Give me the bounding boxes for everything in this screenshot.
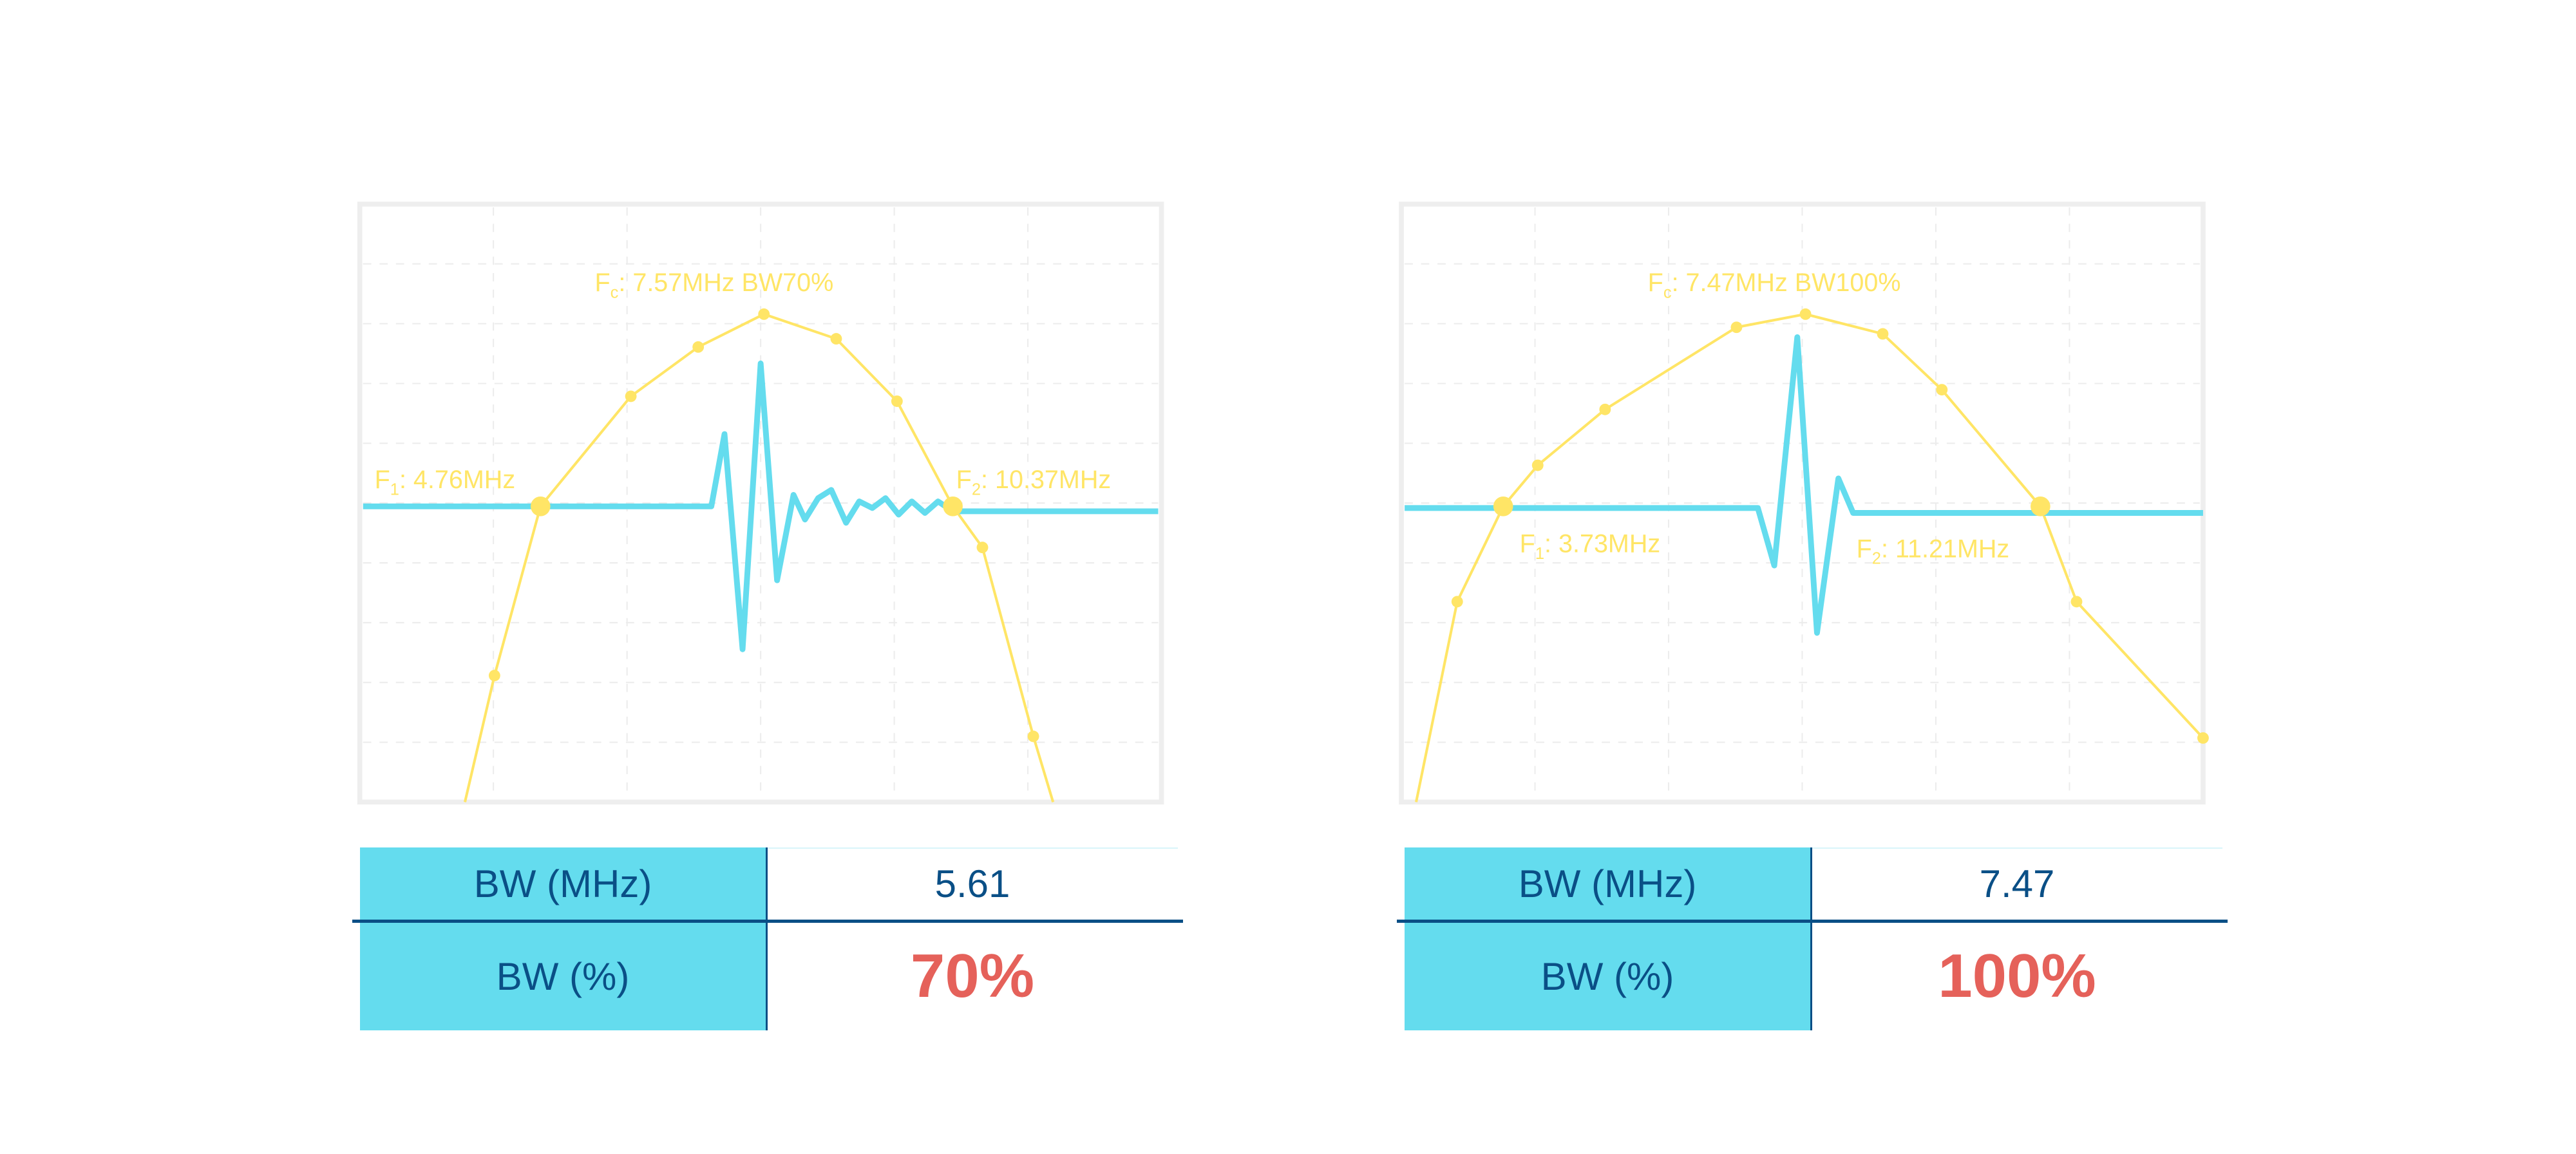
- bw-percent-label: BW (%): [360, 922, 766, 1030]
- frequency-response-line: [463, 312, 1055, 803]
- response-point: [830, 333, 842, 345]
- response-point: [2197, 732, 2209, 744]
- response-point: [692, 341, 705, 353]
- divider: [766, 847, 768, 1030]
- bandwidth-table-70: BW (MHz) 5.61 BW (%) 70%: [352, 847, 1183, 1030]
- grid: [1405, 207, 2200, 799]
- bw-mhz-label: BW (MHz): [1405, 847, 1810, 920]
- response-point: [1599, 403, 1611, 415]
- response-point: [891, 395, 903, 407]
- response-points: [1451, 308, 2209, 744]
- response-point: [1451, 596, 1463, 608]
- response-point: [758, 308, 770, 320]
- chart-bw100: Fc: 7.47MHz BW100% F1: 3.73MHz F2: 11.21…: [1399, 202, 2209, 805]
- response-point: [2070, 596, 2083, 608]
- bw-percent-value: 100%: [1938, 941, 2096, 1010]
- chart-bw70: Fc: 7.57MHz BW70% F1: 4.76MHz F2: 10.37M…: [357, 202, 1164, 805]
- frequency-response-line: [1414, 312, 2204, 802]
- cutoff-point: [2031, 497, 2050, 516]
- f2-label: F2: 10.37MHz: [956, 466, 1111, 498]
- cutoff-point: [530, 497, 551, 516]
- bw-percent-value: 70%: [910, 941, 1035, 1010]
- response-point: [1799, 308, 1812, 320]
- chart-frame: [357, 202, 1164, 805]
- divider: [352, 920, 1183, 923]
- response-points: [488, 308, 1039, 743]
- pulse-waveform-line: [1405, 334, 2203, 636]
- response-point: [488, 670, 500, 681]
- bandwidth-table-100: BW (MHz) 7.47 BW (%) 100%: [1397, 847, 2228, 1030]
- cutoff-point: [1493, 497, 1513, 516]
- response-point: [976, 542, 989, 554]
- divider: [1810, 847, 1812, 1030]
- grid: [363, 207, 1159, 799]
- response-point: [1027, 730, 1039, 743]
- response-point: [1531, 459, 1544, 471]
- fc-label: Fc: 7.47MHz BW100%: [1648, 269, 1901, 301]
- cutoff-point: [943, 497, 963, 516]
- bw-mhz-value: 7.47: [1979, 862, 2055, 905]
- response-point: [1730, 321, 1743, 334]
- divider: [766, 847, 1178, 849]
- bw-mhz-label: BW (MHz): [360, 847, 766, 920]
- divider: [1397, 920, 2228, 923]
- fc-label: Fc: 7.57MHz BW70%: [594, 269, 833, 301]
- response-point: [1877, 328, 1889, 340]
- response-point: [1936, 384, 1948, 396]
- f1-label: F1: 4.76MHz: [375, 466, 515, 498]
- bw-percent-label: BW (%): [1405, 922, 1810, 1030]
- pulse-waveform-line: [363, 360, 1159, 652]
- bw-mhz-value: 5.61: [934, 862, 1010, 905]
- f2-label: F2: 11.21MHz: [1857, 534, 2010, 567]
- chart-frame: [1399, 202, 2206, 805]
- f1-label: F1: 3.73MHz: [1520, 530, 1661, 563]
- divider: [1810, 847, 2222, 849]
- response-point: [625, 390, 637, 402]
